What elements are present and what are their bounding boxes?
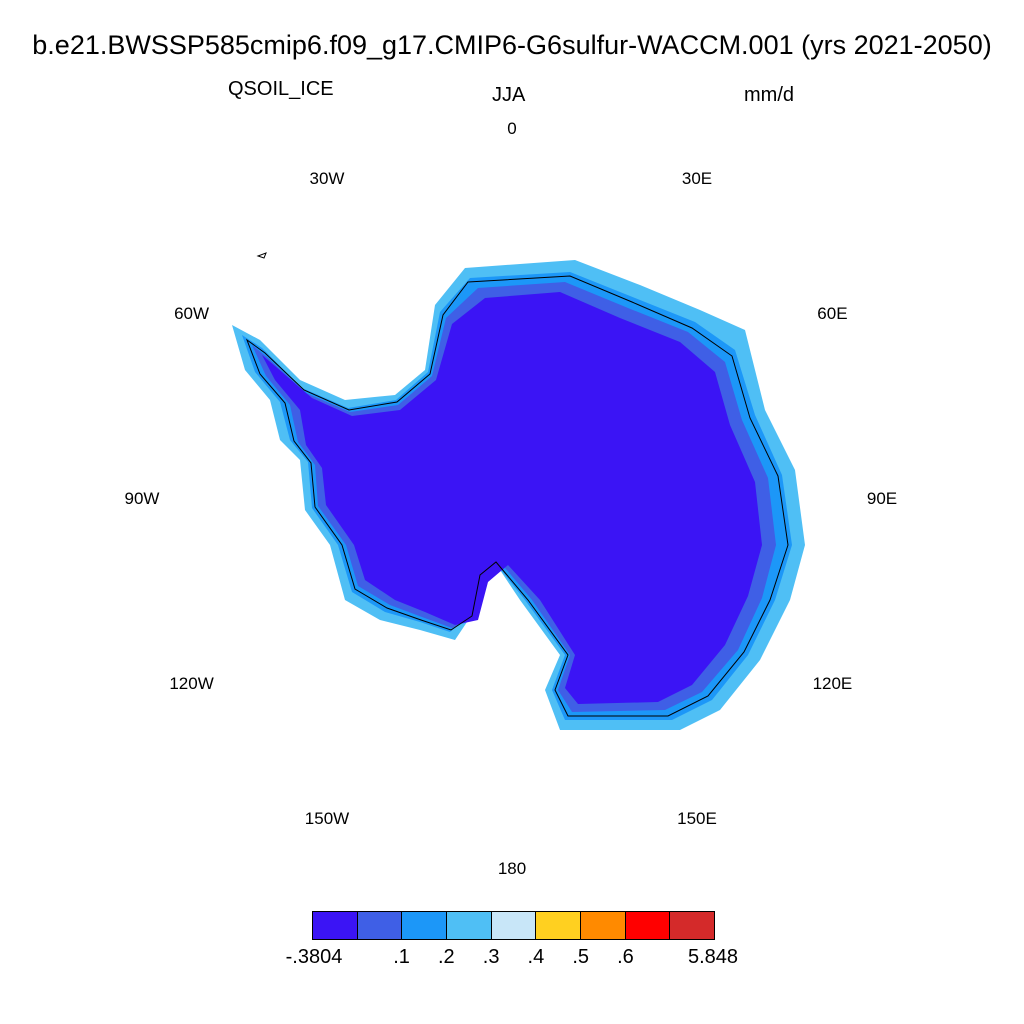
- colorbar-swatch-7: [625, 912, 671, 939]
- colorbar-label-5: .5: [572, 946, 589, 968]
- colorbar: [312, 911, 715, 940]
- longitude-label-lon-30w: 30W: [309, 168, 345, 188]
- longitude-label-lon-60e: 60E: [817, 304, 848, 323]
- colorbar-swatch-5: [536, 912, 582, 939]
- longitude-label-lon-150e: 150E: [677, 809, 717, 829]
- colorbar-label-4: .4: [527, 946, 545, 968]
- colorbar-label-1: .1: [393, 946, 410, 968]
- colorbar-swatch-8: [670, 912, 715, 939]
- longitude-label-lon-60w: 60W: [174, 304, 210, 323]
- variable-label: QSOIL_ICE: [228, 78, 334, 100]
- coastline: [245, 275, 789, 717]
- colorbar-swatch-2: [402, 912, 448, 939]
- colorbar-label-0: -.3804: [285, 946, 343, 968]
- colorbar-swatch-3: [447, 912, 492, 939]
- colorbar-label-3: .3: [482, 946, 500, 968]
- colorbar-swatch-1: [357, 912, 403, 939]
- colorbar-label-7: 5.848: [687, 946, 739, 968]
- season-label: JJA: [492, 84, 526, 106]
- colorbar-swatch-4: [491, 912, 537, 939]
- longitude-label-lon-90e: 90E: [866, 489, 898, 508]
- longitude-label-lon-30e: 30E: [681, 168, 713, 188]
- plot-title: b.e21.BWSSP585cmip6.f09_g17.CMIP6-G6sulf…: [32, 30, 992, 60]
- longitude-label-lon-90w: 90W: [124, 489, 160, 508]
- longitude-label-lon-180: 180: [497, 859, 527, 878]
- colorbar-swatch-6: [581, 912, 626, 939]
- longitude-label-lon-120w: 120W: [169, 674, 214, 693]
- colorbar-label-2: .2: [437, 946, 455, 968]
- longitude-label-lon-120e: 120E: [812, 674, 853, 693]
- island-outline: [256, 252, 267, 259]
- longitude-label-lon-0: 0: [507, 119, 517, 138]
- ice-interior: [262, 292, 762, 704]
- units-label: mm/d: [744, 84, 794, 106]
- longitude-label-lon-150w: 150W: [304, 809, 350, 829]
- colorbar-label-6: .6: [617, 946, 634, 968]
- colorbar-swatch-0: [313, 912, 358, 939]
